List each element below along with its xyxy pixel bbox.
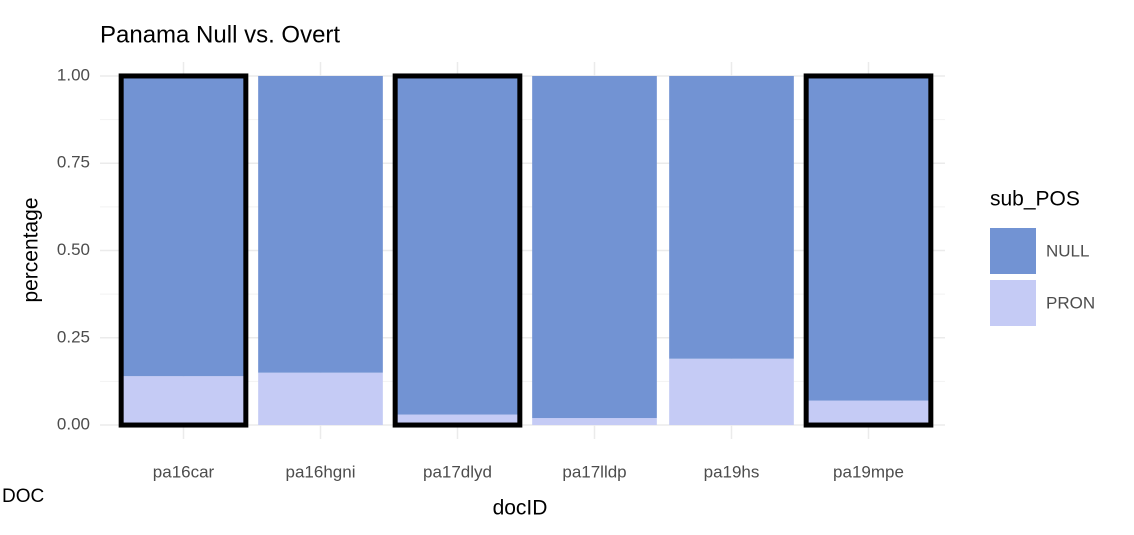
x-tick-label: pa17lldp [562, 462, 626, 481]
highlight-box [392, 73, 523, 428]
highlight-box [118, 73, 249, 428]
bar-segment [806, 75, 931, 401]
bar-segment [258, 75, 383, 373]
highlight-box [803, 73, 934, 428]
annotation: DOC [2, 486, 44, 507]
bar-segment [532, 418, 657, 426]
y-axis-label: percentage [20, 197, 43, 302]
y-tick-label: 0.50 [57, 240, 90, 259]
x-tick-label: pa17dlyd [423, 462, 492, 481]
y-tick-label: 0.25 [57, 327, 90, 346]
bar-segment [532, 75, 657, 419]
legend-key [990, 280, 1036, 326]
legend-label: NULL [1046, 241, 1089, 260]
x-tick-label: pa16hgni [286, 462, 356, 481]
legend-label: PRON [1046, 293, 1095, 312]
x-tick-label: pa16car [153, 462, 215, 481]
chart-title: Panama Null vs. Overt [100, 21, 340, 48]
bar-segment [121, 376, 246, 426]
bar-segment [669, 358, 794, 426]
y-tick-label: 0.75 [57, 153, 90, 172]
bar-segment [669, 75, 794, 359]
y-tick-label: 1.00 [57, 65, 90, 84]
bar-segment [806, 400, 931, 426]
x-tick-label: pa19hs [704, 462, 760, 481]
bar-segment [395, 75, 520, 415]
bar-segment [258, 372, 383, 426]
y-tick-label: 0.00 [57, 415, 90, 434]
x-axis-label: docID [493, 497, 548, 520]
bar-segment [121, 75, 246, 377]
legend-key [990, 228, 1036, 274]
x-tick-label: pa19mpe [833, 462, 904, 481]
bar-segment [395, 414, 520, 426]
legend-title: sub_POS [990, 188, 1080, 211]
